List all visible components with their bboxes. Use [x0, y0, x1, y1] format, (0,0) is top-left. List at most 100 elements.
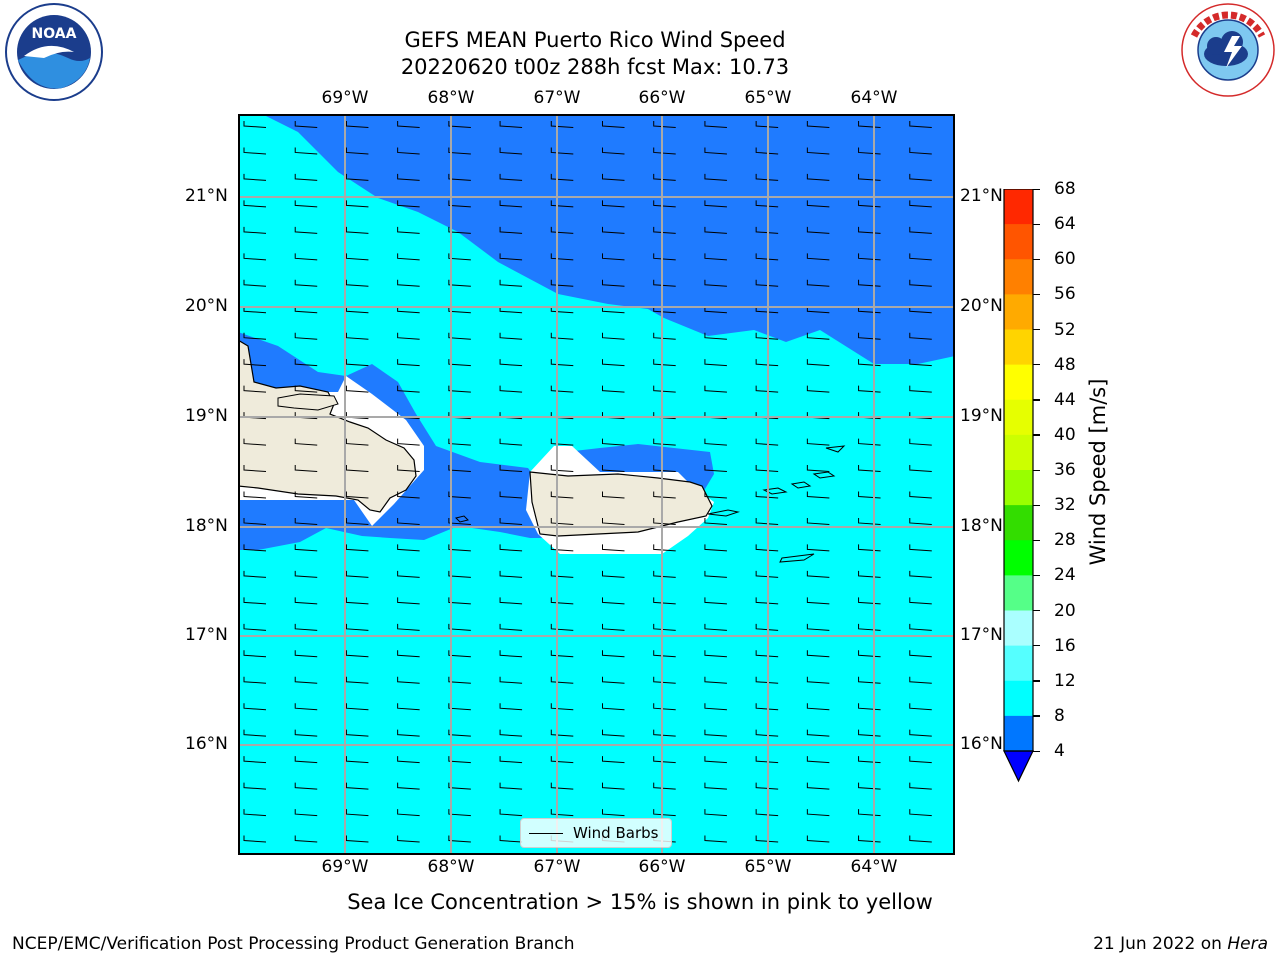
lon-tick-top-65: 65°W: [744, 88, 792, 108]
wind-barbs-legend: Wind Barbs: [520, 818, 672, 848]
wind-barb: [345, 650, 369, 658]
colorbar-tick-mark: [1033, 680, 1040, 682]
colorbar-tick-label: 28: [1054, 530, 1076, 551]
wind-barb: [499, 676, 523, 684]
wind-barb: [345, 173, 369, 181]
wind-barb: [755, 438, 779, 446]
wind-barb: [448, 173, 471, 181]
lat-tick-right-19: 19°N: [960, 406, 1003, 426]
wind-barb: [499, 121, 523, 128]
island-bvi-b: [812, 471, 836, 479]
wind-barb: [550, 676, 574, 684]
colorbar-tick-mark: [1033, 504, 1040, 506]
wind-barb: [704, 253, 727, 261]
wind-barb: [499, 650, 523, 658]
wind-barb: [602, 332, 625, 340]
colorbar-segment: [1004, 364, 1033, 401]
wind-barb: [602, 385, 625, 393]
wind-barb: [653, 597, 676, 605]
wind-barb: [550, 200, 574, 208]
island-vieques: [707, 509, 740, 517]
wind-barb: [499, 544, 523, 552]
lat-tick-right-17: 17°N: [960, 625, 1003, 645]
colorbar-tick-mark: [1033, 329, 1040, 331]
wind-barb: [397, 121, 420, 128]
wind-barb: [755, 597, 779, 605]
wind-barb: [806, 756, 830, 764]
lat-tick-left-19: 19°N: [185, 406, 228, 426]
wind-barb: [294, 756, 318, 764]
wind-barb: [294, 359, 318, 367]
wind-barb: [499, 332, 523, 340]
lat-tick-right-20: 20°N: [960, 296, 1003, 316]
colorbar-segment: [1004, 294, 1033, 330]
wind-barb: [448, 623, 471, 631]
wind-barb: [806, 438, 830, 446]
wind-barb: [653, 703, 676, 711]
wind-barb: [806, 809, 830, 817]
samana-peninsula: [277, 393, 339, 411]
wind-barb: [294, 517, 318, 525]
wind-barb: [909, 359, 932, 367]
colorbar-segment: [1004, 434, 1033, 471]
wind-barb: [755, 544, 779, 552]
wind-barb: [550, 279, 574, 287]
wind-barb: [499, 253, 523, 261]
colorbar-tick-mark: [1033, 574, 1040, 577]
wind-barb: [243, 623, 267, 631]
wind-barb: [806, 147, 830, 155]
wind-barb: [448, 782, 471, 790]
island-mona: [455, 515, 469, 523]
lon-tick-bottom-69: 69°W: [321, 857, 369, 877]
wind-barb: [397, 279, 420, 287]
wind-barb: [294, 438, 318, 446]
wind-barb: [755, 623, 779, 631]
wind-barb: [806, 703, 830, 711]
wind-barb: [345, 147, 369, 155]
wind-barb: [704, 147, 727, 155]
wind-barb: [755, 756, 779, 764]
lon-tick-bottom-66: 66°W: [638, 857, 686, 877]
wind-barb: [448, 465, 471, 473]
wind-barb: [243, 729, 267, 737]
wind-barb: [397, 623, 420, 631]
wind-barb: [653, 253, 676, 261]
wind-barb: [243, 491, 267, 499]
wind-barb: [397, 835, 420, 843]
wind-barb: [653, 570, 676, 578]
wind-barb: [806, 226, 830, 234]
colorbar-tick-mark: [1033, 469, 1040, 471]
sea-low-wind-north: [262, 114, 955, 364]
wind-barb: [602, 359, 625, 367]
wind-barb: [448, 650, 471, 658]
wind-barb: [345, 491, 369, 499]
wind-barb: [243, 147, 267, 155]
wind-barb: [755, 782, 779, 790]
wind-barb: [755, 253, 779, 261]
wind-barb: [345, 729, 369, 737]
wind-barb: [653, 438, 676, 446]
wind-barb: [602, 279, 625, 287]
wind-barb: [704, 359, 727, 367]
wind-barb: [602, 623, 625, 631]
wind-barb: [550, 147, 574, 155]
wind-barb: [499, 756, 523, 764]
lon-tick-top-64: 64°W: [850, 88, 898, 108]
lat-tick-left-20: 20°N: [185, 296, 228, 316]
wind-barb: [909, 809, 932, 817]
colorbar-tick-mark: [1033, 539, 1040, 542]
wind-barb: [243, 332, 267, 340]
wind-barb: [345, 385, 369, 393]
wind-barb: [550, 465, 574, 473]
colorbar-segment: [1004, 575, 1033, 611]
noaa-logo: NOAA: [4, 2, 104, 102]
wind-barb: [602, 809, 625, 817]
wind-barb: [755, 279, 779, 287]
wind-barb: [704, 729, 727, 737]
wind-barb: [499, 782, 523, 790]
colorbar-tick-label: 40: [1054, 424, 1076, 445]
wind-barb: [755, 359, 779, 367]
wind-barb: [704, 650, 727, 658]
wind-barb: [704, 279, 727, 287]
wind-barb: [653, 226, 676, 234]
